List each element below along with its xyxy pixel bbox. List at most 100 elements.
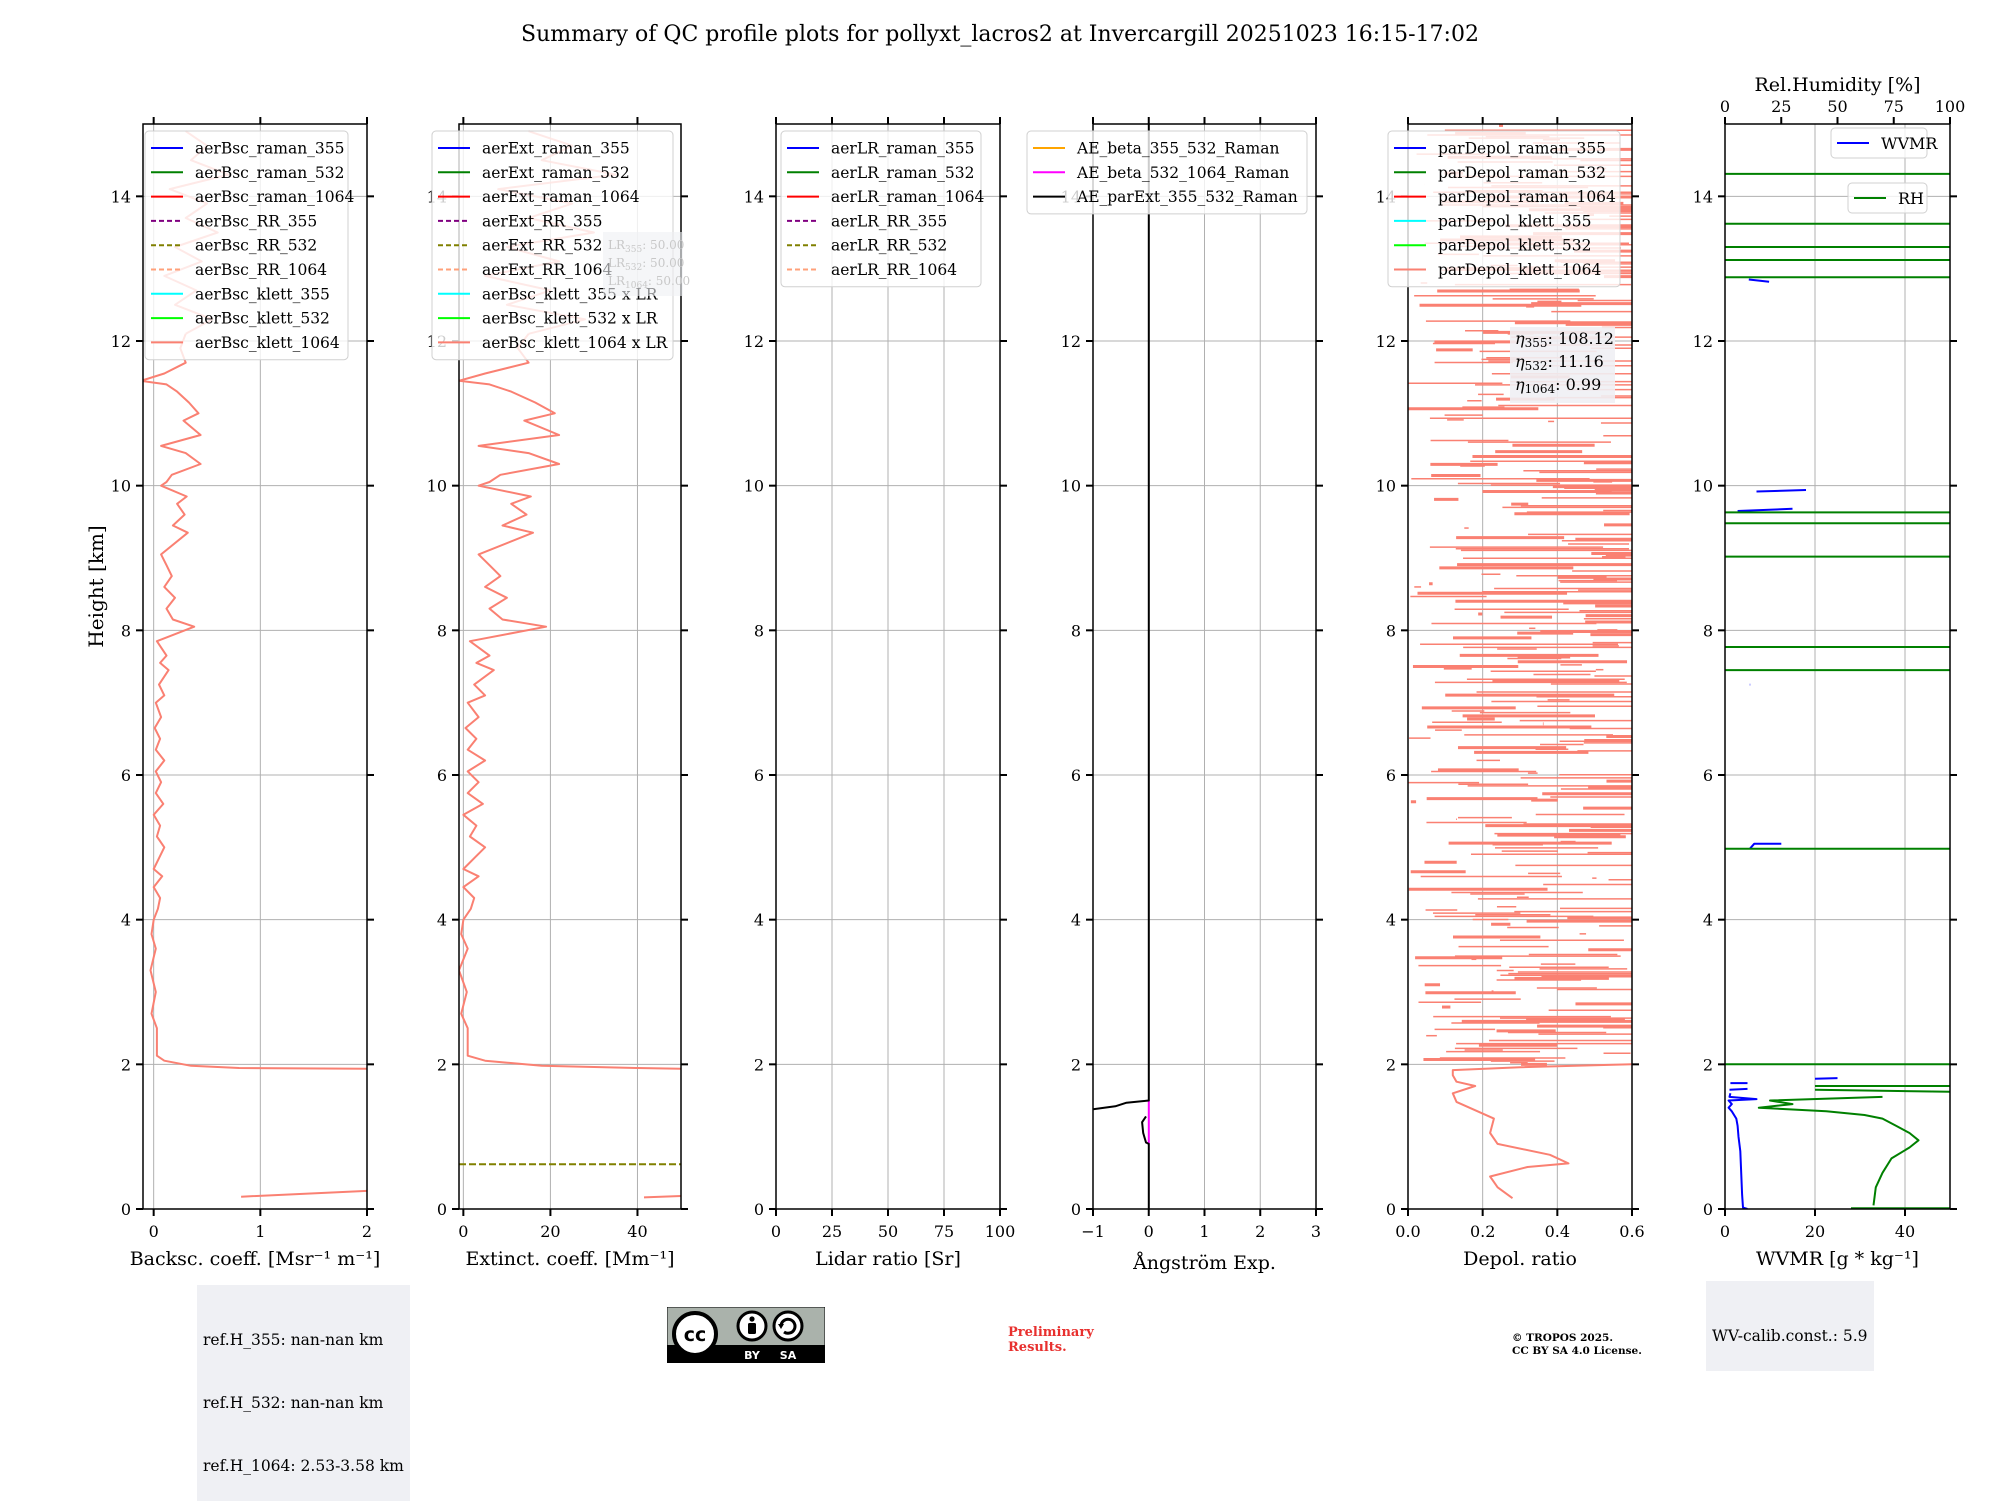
y-tick-label: 12 [1376, 332, 1396, 351]
sa-share-alike-icon [772, 1310, 804, 1342]
legend-label: AE_beta_532_1064_Raman [1076, 164, 1289, 182]
reference-height-box: ref.H_355: nan-nan km ref.H_532: nan-nan… [197, 1285, 410, 1501]
y-tick-label: 8 [1703, 621, 1713, 640]
annotation-line: η1064: 0.99 [1515, 375, 1601, 396]
panel-wv: 0 20 40 0 2 4 6 8 10 12 14 WVMR [g * kg⁻¹] 0 25 50 75 10… [1693, 74, 1966, 1270]
x-tick-label: 0 [1720, 1222, 1730, 1241]
legend-label: parDepol_klett_355 [1438, 212, 1591, 230]
axes-frame [1407, 123, 1633, 1210]
legend-label: aerLR_raman_355 [831, 140, 974, 158]
y-axis-label: Height [km] [84, 525, 108, 647]
annotation-bg [603, 232, 683, 296]
legend-label: aerLR_raman_532 [831, 164, 974, 182]
x-tick-label: 0 [458, 1222, 468, 1241]
series-line-ae-parext-355-532-raman [1093, 124, 1150, 1209]
legend-label: parDepol_raman_1064 [1438, 188, 1616, 206]
legend-label: parDepol_raman_532 [1438, 164, 1606, 182]
copyright-line-2: CC BY SA 4.0 License. [1512, 1345, 1642, 1357]
legend-label: aerBsc_RR_1064 [195, 261, 327, 279]
ref-height-355: ref.H_355: nan-nan km [203, 1331, 384, 1349]
legend-label: aerBsc_klett_355 [195, 285, 330, 303]
y-tick-label: 6 [754, 766, 764, 785]
y-tick-label: 0 [1386, 1200, 1396, 1219]
y-tick-label: 6 [1071, 766, 1081, 785]
legend-label: aerBsc_raman_355 [195, 140, 345, 158]
preliminary-results-note: Preliminary Results. [1008, 1325, 1094, 1355]
y-tick-label: 0 [1071, 1200, 1081, 1219]
legend-box [1026, 130, 1308, 215]
wv-calib-constant: WV-calib.const.: 5.9 [1712, 1327, 1868, 1345]
x-tick-label: 1 [1199, 1222, 1209, 1241]
wv-calibration-box: WV-calib.const.: 5.9 [1706, 1281, 1874, 1371]
x-tick-label: 2 [362, 1222, 372, 1241]
x-tick-label: 3 [1311, 1222, 1321, 1241]
x-axis-label: Lidar ratio [Sr] [815, 1248, 961, 1270]
x-tick-label: 0.6 [1619, 1222, 1644, 1241]
y-tick-label: 14 [111, 187, 131, 206]
legend: AE_beta_355_532_Raman AE_beta_532_1064_Ra… [1026, 130, 1308, 215]
x-tick-label: 1 [255, 1222, 265, 1241]
legend-box [1830, 127, 1928, 159]
y-tick-label: 6 [1703, 766, 1713, 785]
legend-rh: RH [1847, 182, 1928, 214]
annotation-line: η355: 108.12 [1515, 329, 1614, 350]
legend-label: parDepol_raman_355 [1438, 140, 1606, 158]
legend-label: aerBsc_raman_1064 [195, 188, 355, 206]
figure-title: Summary of QC profile plots for pollyxt_… [521, 22, 1479, 47]
y-tick-label: 4 [1071, 911, 1081, 930]
panel-lr: 0 25 50 75 100 0 2 4 6 8 10 12 14 Lidar ratio [Sr] aer… [744, 117, 1016, 1270]
x-tick-label: 0 [149, 1222, 159, 1241]
y-tick-label: 6 [437, 766, 447, 785]
cc-icon-text: cc [684, 1324, 707, 1346]
y-tick-label: 8 [754, 621, 764, 640]
legend-box [780, 130, 982, 288]
axes-frame [142, 123, 368, 1210]
series-line-aerbsc-klett-1064-x-lr [459, 333, 681, 1199]
legend-label: aerExt_RR_1064 [482, 261, 613, 279]
top-x-tick-label: 75 [1884, 97, 1904, 116]
legend-label: aerLR_RR_355 [831, 212, 947, 230]
y-tick-label: 4 [1386, 911, 1396, 930]
annotation-line: LR1064: 50.00 [608, 274, 690, 291]
legend-label: WVMR [1881, 134, 1938, 153]
ref-height-1064: ref.H_1064: 2.53-3.58 km [203, 1457, 404, 1475]
y-tick-label: 10 [1693, 477, 1713, 496]
y-tick-label: 12 [1693, 332, 1713, 351]
legend: aerLR_raman_355 aerLR_raman_532 aerLR_rama… [780, 130, 984, 288]
panel-ae: −1012302468101214Ångström Exp.AE_beta_35… [1026, 117, 1323, 1274]
y-tick-label: 4 [1703, 911, 1713, 930]
x-tick-label: 40 [627, 1222, 647, 1241]
legend-label: aerExt_raman_355 [482, 140, 630, 158]
preliminary-line-2: Results. [1008, 1340, 1067, 1355]
legend-label: aerBsc_raman_532 [195, 164, 345, 182]
sa-label: SA [780, 1349, 797, 1362]
y-tick-label: 8 [121, 621, 131, 640]
y-tick-label: 10 [1376, 477, 1396, 496]
legend-label: aerExt_RR_532 [482, 237, 603, 255]
legend-wvmr: WVMR [1830, 127, 1938, 159]
y-tick-label: 8 [1386, 621, 1396, 640]
y-tick-label: 12 [1061, 332, 1081, 351]
y-tick-label: 0 [1703, 1200, 1713, 1219]
copyright-line-1: © TROPOS 2025. [1512, 1332, 1614, 1344]
panel-ext: 0204002468101214Extinct. coeff. [Mm⁻¹]ae… [427, 117, 690, 1270]
x-tick-label: 100 [985, 1222, 1016, 1241]
x-tick-label: 25 [822, 1222, 842, 1241]
y-tick-label: 2 [121, 1055, 131, 1074]
legend-label: aerExt_raman_532 [482, 164, 630, 182]
y-tick-label: 10 [744, 477, 764, 496]
series-group [1093, 124, 1150, 1209]
x-tick-label: 0 [771, 1222, 781, 1241]
legend-label: aerBsc_klett_1064 [195, 334, 340, 352]
top-x-tick-label: 0 [1720, 97, 1730, 116]
y-tick-label: 8 [437, 621, 447, 640]
legend-box [144, 130, 349, 361]
x-tick-label: 0.4 [1545, 1222, 1570, 1241]
annotation-line: LR355: 50.00 [608, 238, 684, 255]
y-tick-label: 6 [1386, 766, 1396, 785]
x-tick-label: 0.0 [1395, 1222, 1420, 1241]
